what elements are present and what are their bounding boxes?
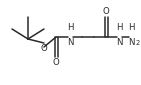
Text: N: N: [128, 38, 134, 47]
Text: O: O: [41, 44, 47, 53]
Text: H: H: [67, 23, 73, 32]
Text: N: N: [116, 38, 122, 47]
Text: O: O: [103, 7, 109, 16]
Text: O: O: [53, 58, 59, 67]
Text: H: H: [116, 23, 122, 32]
Text: N: N: [67, 38, 73, 47]
Text: H: H: [128, 23, 134, 32]
Text: 2: 2: [136, 40, 140, 46]
